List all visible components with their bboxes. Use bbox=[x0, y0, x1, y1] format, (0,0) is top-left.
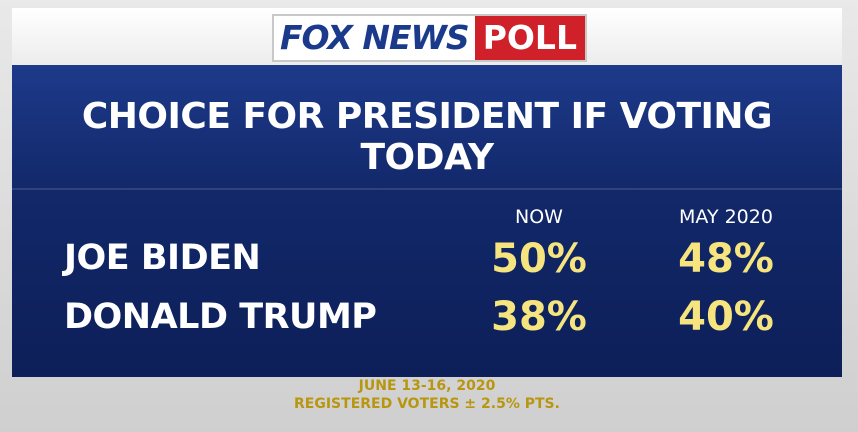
footer-line: JUNE 13-16, 2020 bbox=[358, 378, 496, 394]
panel bbox=[12, 65, 842, 377]
cell-value: 38% bbox=[491, 294, 587, 340]
footer-line: REGISTERED VOTERS ± 2.5% PTS. bbox=[294, 396, 560, 412]
cell-value: 40% bbox=[678, 294, 774, 340]
column-header: NOW bbox=[515, 206, 563, 228]
divider bbox=[12, 188, 842, 190]
logo-text: FOX NEWS bbox=[274, 16, 475, 60]
title: CHOICE FOR PRESIDENT IF VOTING TODAY bbox=[81, 96, 773, 178]
column-header: MAY 2020 bbox=[679, 206, 773, 228]
row-label: JOE BIDEN bbox=[64, 238, 261, 278]
cell-value: 48% bbox=[678, 236, 774, 282]
logo-badge: POLL bbox=[474, 16, 585, 60]
row-label: DONALD TRUMP bbox=[64, 297, 377, 337]
cell-value: 50% bbox=[491, 236, 587, 282]
logo: FOX NEWS POLL bbox=[272, 14, 587, 62]
